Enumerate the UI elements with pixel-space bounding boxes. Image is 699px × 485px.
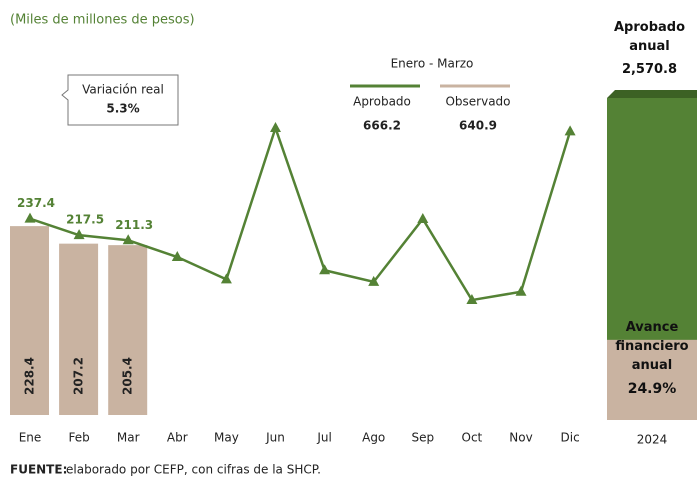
marker [564, 125, 576, 136]
marker [368, 275, 380, 286]
annual-approved-value: 2,570.8 [621, 62, 678, 77]
annual-progress [607, 339, 697, 420]
x-tick-label: Dic [561, 431, 580, 445]
x-tick-label: Abr [167, 431, 188, 445]
annotation-label: Variación real [82, 83, 164, 97]
legend-name: Observado [445, 95, 510, 109]
point-label: 211.3 [115, 218, 153, 232]
annotation-box [61, 74, 179, 126]
annual-progress-value: 24.9% [627, 381, 677, 397]
bar-label: 207.2 [72, 357, 86, 395]
marker [319, 264, 331, 275]
annual-category: 2024 [637, 433, 668, 447]
marker [24, 212, 36, 223]
legend-total: 666.2 [363, 119, 401, 133]
x-tick-label: Feb [68, 431, 89, 445]
marker [171, 251, 183, 262]
point-label: 237.4 [17, 196, 55, 210]
x-tick-label: Ago [362, 431, 385, 445]
marker [466, 294, 478, 305]
marker [270, 122, 281, 133]
point-label: 217.5 [66, 213, 104, 227]
annual-progress-name: Avance financiero anual [615, 320, 689, 373]
source-label: FUENTE: [10, 463, 67, 477]
x-tick-label: Mar [117, 431, 140, 445]
legend-total: 640.9 [459, 119, 497, 133]
x-tick-label: Sep [411, 431, 434, 445]
x-tick-label: May [214, 431, 239, 445]
x-tick-label: Jul [316, 431, 331, 445]
bar [10, 226, 49, 415]
marker [220, 273, 232, 284]
x-tick-label: Ene [19, 431, 42, 445]
bar [59, 243, 99, 415]
marker [122, 234, 134, 245]
subtitle: (Miles de millones de pesos) [10, 13, 195, 28]
x-tick-label: Nov [509, 431, 532, 445]
marker [515, 285, 527, 296]
annotation-value: 5.3% [106, 102, 139, 116]
bar-label: 205.4 [121, 357, 135, 395]
marker [73, 229, 85, 240]
legend-name: Aprobado [353, 95, 411, 109]
bar-label: 228.4 [23, 357, 37, 395]
legend-title: Enero - Marzo [391, 57, 474, 71]
annual-approved-name: Aprobado anual [613, 20, 686, 54]
bar [108, 245, 148, 415]
marker [417, 213, 429, 224]
source-text: elaborado por CEFP, con cifras de la SHC… [66, 463, 321, 477]
x-tick-label: Oct [462, 431, 483, 445]
x-tick-label: Jun [265, 431, 285, 445]
annual-bar-top [607, 90, 697, 98]
line [29, 124, 572, 302]
